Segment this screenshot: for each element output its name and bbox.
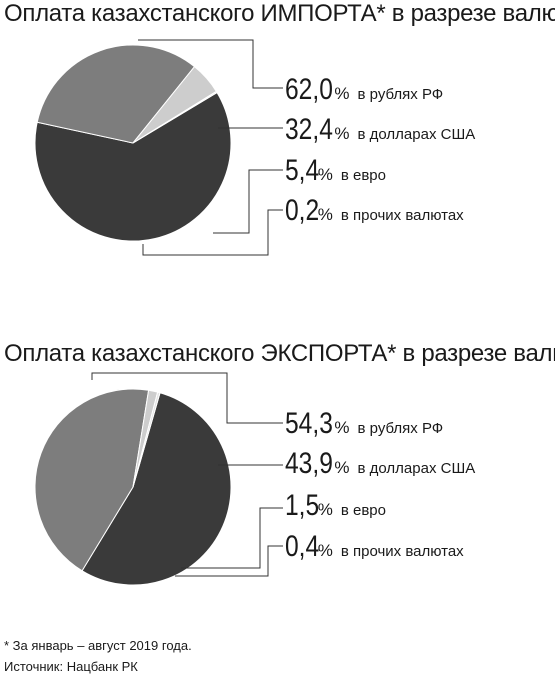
export-pie-chart [34,372,283,586]
export-legend-unit-usd: % [334,458,350,477]
import-legend-value-other: 0,2 [285,194,320,227]
import-legend-label-eur: в евро [340,167,386,184]
import-slice-usd [36,44,196,144]
export-legend-label-eur: в евро [340,502,386,519]
import-leader-line-other [142,209,283,256]
export-leader-line-rub [91,372,283,424]
export-legend-value-eur: 1,5 [285,489,320,522]
import-legend-usd: 32,4% в долларах США [285,112,475,148]
import-legend-value-usd: 32,4 [285,113,333,146]
chart-title-import: Оплата казахстанского ИМПОРТА* в разрезе… [4,0,555,27]
export-legend-unit-rub: % [334,418,350,437]
footnote-source: Источник: Нацбанк РК [4,659,138,674]
export-legend-usd: 43,9% в долларах США [285,446,475,482]
import-legend-unit-usd: % [334,124,350,143]
export-legend-label-other: в прочих валютах [340,543,464,560]
export-slice-usd [34,388,150,572]
import-legend-rub: 62,0% в рублях РФ [285,72,443,108]
import-legend-other: 0,2% в прочих валютах [285,193,464,229]
export-slice-rub [81,392,232,586]
import-slice-rub [34,91,232,242]
import-legend-unit-other: % [317,205,333,224]
export-leader-line-other [175,545,283,577]
export-slice-other [132,391,161,488]
export-legend-unit-eur: % [317,500,333,519]
import-legend-value-rub: 62,0 [285,73,333,106]
export-legend-other: 0,4% в прочих валютах [285,529,464,565]
footnote-period: * За январь – август 2019 года. [4,638,192,653]
import-legend-eur: 5,4% в евро [285,153,386,189]
export-legend-value-usd: 43,9 [285,447,333,480]
import-legend-unit-eur: % [317,165,333,184]
export-legend-label-usd: в долларах США [357,460,476,477]
import-legend-label-other: в прочих валютах [340,207,464,224]
import-leader-line-rub [138,39,283,89]
export-leader-line-eur [181,507,283,569]
import-slice-other [132,90,218,144]
import-legend-label-usd: в долларах США [357,126,476,143]
import-legend-label-rub: в рублях РФ [357,86,444,103]
export-legend-rub: 54,3% в рублях РФ [285,406,443,442]
export-legend-value-rub: 54,3 [285,407,333,440]
chart-title-export: Оплата казахстанского ЭКСПОРТА* в разрез… [4,340,555,367]
import-legend-value-eur: 5,4 [285,154,320,187]
import-legend-unit-rub: % [334,84,350,103]
export-legend-unit-other: % [317,541,333,560]
export-legend-value-other: 0,4 [285,530,320,563]
import-leader-line-eur [213,169,283,234]
export-legend-eur: 1,5% в евро [285,488,386,524]
export-legend-label-rub: в рублях РФ [357,420,444,437]
import-pie-chart [34,39,283,256]
